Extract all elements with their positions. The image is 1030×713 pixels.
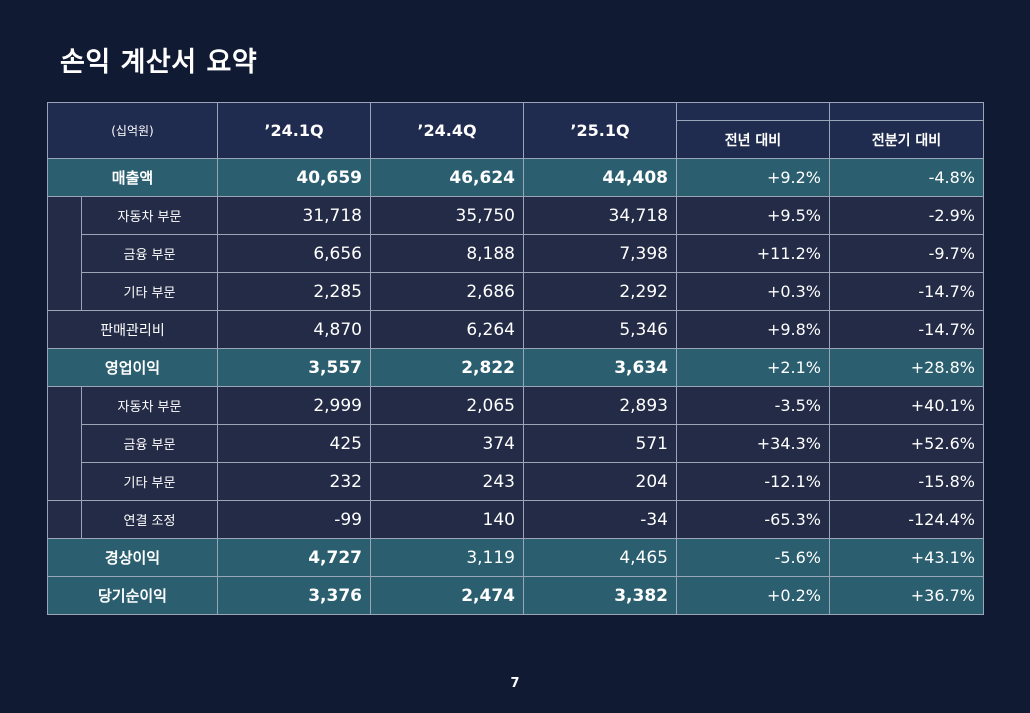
table-row: 매출액 40,659 46,624 44,408 +9.2% -4.8%	[47, 158, 984, 197]
row-label: 자동차 부문	[81, 386, 218, 425]
indent-spacer	[47, 386, 82, 501]
table-row: 자동차 부문 31,718 35,750 34,718 +9.5% -2.9%	[47, 196, 984, 311]
cell-qoq: -14.7%	[829, 310, 984, 349]
row-label: 자동차 부문	[81, 196, 218, 235]
cell-q1: -99	[217, 500, 371, 539]
cell-q1: 2,999	[217, 386, 371, 425]
cell-q2: 46,624	[370, 158, 524, 197]
cell-q1: 40,659	[217, 158, 371, 197]
cell-qoq: +52.6%	[829, 424, 984, 463]
cell-q3: 7,398	[523, 234, 677, 273]
cell-qoq: -14.7%	[829, 272, 984, 311]
row-label: 판매관리비	[47, 310, 218, 349]
col-header-q2: ’24.4Q	[370, 102, 524, 159]
cell-q2: 3,119	[370, 538, 524, 577]
row-label: 경상이익	[47, 538, 218, 577]
cell-qoq: -4.8%	[829, 158, 984, 197]
cell-yoy: -3.5%	[676, 386, 830, 425]
cell-q3: 2,292	[523, 272, 677, 311]
cell-q3: 2,893	[523, 386, 677, 425]
cell-q1: 4,870	[217, 310, 371, 349]
cell-qoq: +36.7%	[829, 576, 984, 615]
row-label: 당기순이익	[47, 576, 218, 615]
cell-q2: 2,822	[370, 348, 524, 387]
cell-q1: 3,557	[217, 348, 371, 387]
cell-q3: 4,465	[523, 538, 677, 577]
header-spacer	[829, 102, 984, 121]
cell-yoy: +34.3%	[676, 424, 830, 463]
col-header-qoq: 전분기 대비	[829, 120, 984, 159]
table-row: 당기순이익 3,376 2,474 3,382 +0.2% +36.7%	[47, 576, 984, 615]
cell-qoq: -124.4%	[829, 500, 984, 539]
cell-qoq: -9.7%	[829, 234, 984, 273]
cell-yoy: -12.1%	[676, 462, 830, 501]
cell-q2: 140	[370, 500, 524, 539]
cell-q2: 243	[370, 462, 524, 501]
row-label: 영업이익	[47, 348, 218, 387]
row-label: 기타 부문	[81, 272, 218, 311]
cell-yoy: +0.2%	[676, 576, 830, 615]
cell-qoq: +40.1%	[829, 386, 984, 425]
cell-q2: 8,188	[370, 234, 524, 273]
col-header-yoy: 전년 대비	[676, 120, 830, 159]
row-label: 기타 부문	[81, 462, 218, 501]
indent-spacer	[47, 196, 82, 311]
row-label: 금융 부문	[81, 234, 218, 273]
cell-q3: 5,346	[523, 310, 677, 349]
cell-q1: 6,656	[217, 234, 371, 273]
cell-q3: 571	[523, 424, 677, 463]
cell-q1: 31,718	[217, 196, 371, 235]
cell-yoy: +2.1%	[676, 348, 830, 387]
row-label: 연결 조정	[81, 500, 218, 539]
cell-qoq: +28.8%	[829, 348, 984, 387]
cell-q1: 2,285	[217, 272, 371, 311]
table-row: 자동차 부문 2,999 2,065 2,893 -3.5% +40.1%	[47, 386, 984, 501]
indent-spacer	[47, 500, 82, 539]
cell-yoy: +9.2%	[676, 158, 830, 197]
cell-q2: 35,750	[370, 196, 524, 235]
header-spacer	[676, 102, 830, 121]
income-statement-table: (십억원) ’24.1Q ’24.4Q ’25.1Q 전년 대비 전분기 대비 …	[47, 102, 984, 615]
cell-q1: 232	[217, 462, 371, 501]
cell-q3: 3,634	[523, 348, 677, 387]
col-header-q1: ’24.1Q	[217, 102, 371, 159]
table-row: 기타 부문 2,285 2,686 2,292 +0.3% -14.7%	[48, 272, 984, 311]
cell-yoy: +0.3%	[676, 272, 830, 311]
table-row: 연결 조정 -99 140 -34 -65.3% -124.4%	[47, 500, 984, 539]
cell-q1: 3,376	[217, 576, 371, 615]
unit-label: (십억원)	[47, 102, 218, 159]
page-title: 손익 계산서 요약	[60, 47, 258, 78]
cell-q2: 2,686	[370, 272, 524, 311]
col-header-q3: ’25.1Q	[523, 102, 677, 159]
page-number: 7	[510, 676, 520, 691]
cell-q3: 34,718	[523, 196, 677, 235]
cell-qoq: +43.1%	[829, 538, 984, 577]
cell-yoy: -5.6%	[676, 538, 830, 577]
cell-yoy: +11.2%	[676, 234, 830, 273]
cell-q3: 44,408	[523, 158, 677, 197]
cell-q3: 204	[523, 462, 677, 501]
row-label: 금융 부문	[81, 424, 218, 463]
cell-q2: 374	[370, 424, 524, 463]
cell-q1: 425	[217, 424, 371, 463]
cell-yoy: +9.8%	[676, 310, 830, 349]
cell-q3: 3,382	[523, 576, 677, 615]
cell-q2: 6,264	[370, 310, 524, 349]
cell-q2: 2,065	[370, 386, 524, 425]
cell-q1: 4,727	[217, 538, 371, 577]
table-row: 금융 부문 425 374 571 +34.3% +52.6%	[48, 424, 984, 463]
table-row: 경상이익 4,727 3,119 4,465 -5.6% +43.1%	[47, 538, 984, 577]
cell-yoy: +9.5%	[676, 196, 830, 235]
table-row: 판매관리비 4,870 6,264 5,346 +9.8% -14.7%	[47, 310, 984, 349]
cell-q2: 2,474	[370, 576, 524, 615]
table-row: 금융 부문 6,656 8,188 7,398 +11.2% -9.7%	[48, 234, 984, 273]
table-row: 영업이익 3,557 2,822 3,634 +2.1% +28.8%	[47, 348, 984, 387]
cell-q3: -34	[523, 500, 677, 539]
table-row: 기타 부문 232 243 204 -12.1% -15.8%	[48, 462, 984, 501]
cell-qoq: -15.8%	[829, 462, 984, 501]
row-label: 매출액	[47, 158, 218, 197]
cell-yoy: -65.3%	[676, 500, 830, 539]
cell-qoq: -2.9%	[829, 196, 984, 235]
